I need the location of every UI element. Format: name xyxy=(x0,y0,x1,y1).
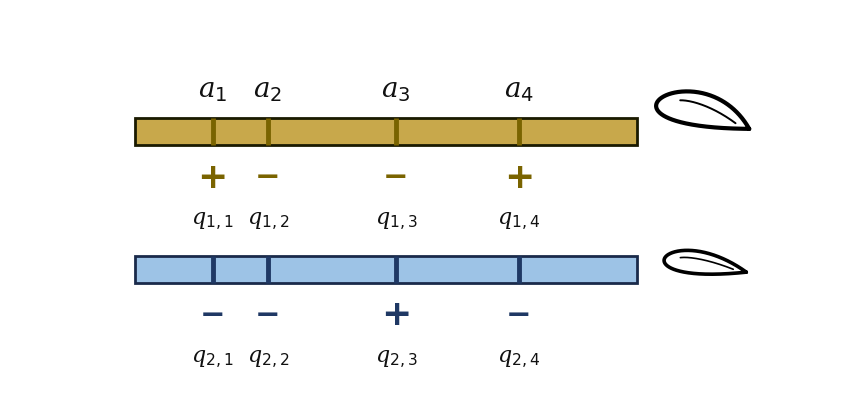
Text: +: + xyxy=(504,160,534,194)
Text: q$_{1,3}$: q$_{1,3}$ xyxy=(374,211,417,233)
Text: −: − xyxy=(506,300,531,329)
Text: q$_{2,4}$: q$_{2,4}$ xyxy=(498,348,541,370)
Text: −: − xyxy=(255,300,281,329)
Text: q$_{1,1}$: q$_{1,1}$ xyxy=(191,211,234,233)
Text: a$_3$: a$_3$ xyxy=(381,76,410,103)
Text: +: + xyxy=(198,160,228,194)
Text: q$_{1,2}$: q$_{1,2}$ xyxy=(246,211,289,233)
Bar xyxy=(135,256,637,283)
Text: q$_{2,1}$: q$_{2,1}$ xyxy=(191,348,234,370)
Text: −: − xyxy=(255,163,281,192)
Text: a$_2$: a$_2$ xyxy=(253,76,283,103)
Text: +: + xyxy=(381,297,411,331)
Text: −: − xyxy=(200,300,226,329)
Text: a$_4$: a$_4$ xyxy=(504,76,534,103)
Text: a$_1$: a$_1$ xyxy=(198,76,227,103)
Text: −: − xyxy=(383,163,409,192)
Text: q$_{1,4}$: q$_{1,4}$ xyxy=(498,211,541,233)
Text: q$_{2,3}$: q$_{2,3}$ xyxy=(374,348,417,370)
Bar xyxy=(135,119,637,146)
Text: q$_{2,2}$: q$_{2,2}$ xyxy=(246,348,289,370)
